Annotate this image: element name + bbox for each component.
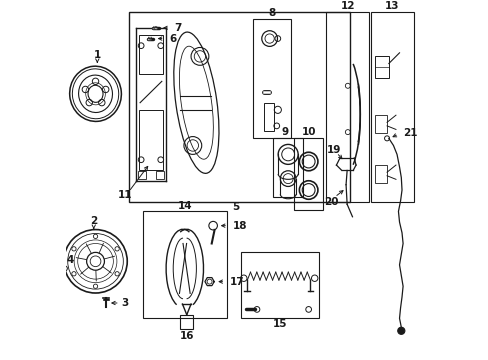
Bar (137, 171, 145, 179)
Text: 21: 21 (402, 128, 417, 138)
Circle shape (62, 266, 67, 271)
Text: 11: 11 (118, 190, 132, 201)
Text: 13: 13 (385, 1, 399, 12)
Text: 7: 7 (174, 23, 182, 33)
Text: 8: 8 (268, 8, 275, 18)
Bar (272, 138, 303, 197)
Bar (139, 110, 162, 170)
Bar (253, 19, 290, 138)
Text: 20: 20 (323, 197, 338, 207)
Circle shape (115, 272, 119, 276)
Text: 12: 12 (340, 1, 354, 12)
Circle shape (93, 284, 98, 288)
Bar (263, 103, 274, 131)
Bar (180, 315, 193, 329)
Circle shape (93, 234, 98, 238)
Text: 5: 5 (231, 202, 239, 212)
Text: 3: 3 (121, 298, 128, 308)
Bar (374, 165, 386, 183)
Text: 14: 14 (177, 201, 192, 211)
Circle shape (397, 327, 404, 334)
Text: 4: 4 (66, 255, 73, 265)
Text: 10: 10 (301, 127, 315, 137)
Text: 2: 2 (90, 216, 97, 226)
Bar (374, 115, 386, 133)
Bar (156, 171, 164, 179)
Text: 1: 1 (94, 50, 101, 60)
Text: 19: 19 (326, 145, 340, 155)
Bar (128, 12, 349, 202)
Bar (370, 12, 413, 202)
Text: 9: 9 (281, 127, 288, 137)
Circle shape (72, 247, 76, 251)
Bar (241, 252, 319, 318)
Text: 16: 16 (179, 331, 194, 341)
Bar (139, 35, 162, 74)
Text: 18: 18 (233, 221, 247, 231)
Bar (142, 211, 226, 318)
Circle shape (115, 247, 119, 251)
Text: 6: 6 (168, 33, 176, 44)
Text: 17: 17 (230, 276, 244, 287)
Bar (294, 138, 322, 210)
Circle shape (72, 272, 76, 276)
Bar (326, 12, 368, 202)
Bar (374, 57, 388, 78)
Text: 15: 15 (272, 319, 287, 329)
